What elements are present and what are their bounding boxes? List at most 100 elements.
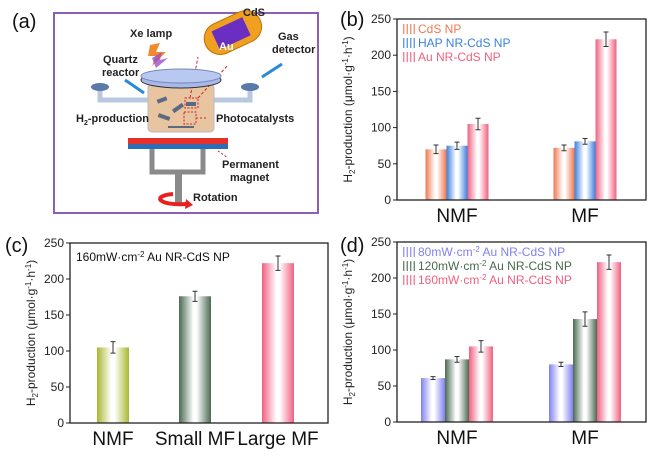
y-tick-label: 150 (371, 307, 391, 321)
legend-label-part: -2 (479, 273, 487, 282)
error-bar (603, 31, 609, 48)
label-cds: CdS (243, 7, 265, 19)
legend-label: HAP NR-CdS NP (418, 36, 510, 50)
legend-label-part: 80mW·cm (418, 245, 473, 259)
label-au: Au (219, 41, 234, 53)
legend-label-part: -2 (473, 245, 481, 254)
error-bar (582, 137, 588, 145)
bar (97, 347, 129, 423)
y-tick-label: 150 (44, 308, 64, 322)
bar (597, 262, 621, 422)
y-tick-label: 0 (384, 415, 391, 429)
y-axis-label-part: H (24, 398, 38, 407)
legend-swatch (410, 261, 415, 271)
y-axis-label-part: -1 (341, 40, 350, 48)
y-tick-label: 200 (371, 48, 391, 62)
label-rotation: Rotation (193, 192, 238, 204)
arrow-quartz (124, 78, 145, 95)
panel-label-a: (a) (12, 11, 36, 33)
y-tick-label: 50 (51, 380, 65, 394)
y-axis-label-part: ) (341, 259, 355, 263)
legend-swatch (410, 24, 415, 34)
y-axis-label-part: ·h (24, 271, 38, 282)
bar (469, 346, 493, 422)
legend-swatch (410, 38, 415, 48)
bar (446, 145, 468, 200)
label-detector: detector (272, 44, 316, 56)
legend-label-part: Au NR-CdS NP (486, 273, 571, 287)
bar (262, 263, 294, 423)
legend-label: 80mW·cm-2 Au NR-CdS NP (418, 245, 565, 259)
y-axis-label: H2-production (μmol·g-1·h-1) (341, 259, 357, 405)
legend-label-part: Au NR-CdS NP (480, 245, 565, 259)
legend-swatch (410, 275, 415, 285)
legend-swatch (403, 38, 408, 48)
y-axis-label-part: -production (μmol·g (24, 289, 38, 393)
y-axis-label-part: -production (μmol·g (341, 65, 355, 169)
bar (425, 149, 447, 200)
bar (549, 364, 573, 422)
permanent-magnet (128, 138, 228, 144)
y-axis-label-part: 2 (348, 169, 357, 174)
plot-frame (396, 18, 647, 201)
legend-swatch (410, 247, 415, 257)
error-bar (433, 144, 439, 155)
y-tick-label: 150 (371, 84, 391, 98)
chart-d: (d) 0 50 100 150 200 250 NMF MF H2-production (μm… (340, 235, 647, 449)
bar (595, 39, 617, 200)
y-tick-label: 50 (378, 379, 392, 393)
label-quartz: Quartz (103, 54, 138, 66)
legend-swatch (403, 52, 408, 62)
annotation-part: -2 (137, 250, 145, 259)
plot-frame (396, 241, 647, 423)
error-bar (430, 376, 436, 381)
error-bar (558, 361, 564, 368)
y-axis-label-part: ) (24, 260, 38, 264)
x-category-label: MF (571, 428, 598, 449)
chart-b: (b) 0 50 100 150 200 250 NMF MF H2-production (μm… (340, 9, 647, 227)
legend-swatch (403, 24, 408, 34)
x-category-label: NMF (436, 206, 477, 227)
error-bar (561, 144, 567, 152)
bar (421, 378, 445, 422)
x-category-label: Small MF (155, 429, 235, 450)
error-bar (192, 290, 198, 302)
plot-frame (69, 242, 329, 424)
arrow-gas-detector (261, 62, 283, 79)
label-xe-lamp: Xe lamp (130, 28, 172, 40)
y-tick-label: 100 (371, 343, 391, 357)
y-axis-label: H2-production (μmol·g-1·h-1) (24, 260, 40, 406)
x-category-label: MF (571, 206, 598, 227)
panel-a-diagram: (a) Xe lamp Au CdS Gas detector Quartz r… (12, 7, 319, 214)
knob-right (241, 83, 259, 91)
legend-label-part: 160mW·cm (418, 273, 479, 287)
y-axis-label: H2-production (μmol·g-1·h-1) (341, 36, 357, 182)
y-axis-label-part: -1 (341, 262, 350, 270)
label-photocatalysts: Photocatalysts (216, 113, 294, 125)
label-magnet: magnet (230, 172, 269, 184)
y-axis-label-part: H (341, 397, 355, 406)
bar (573, 319, 597, 422)
bar (467, 123, 489, 200)
legend-label-part: -2 (479, 259, 487, 268)
panel-label: (c) (5, 235, 28, 257)
error-bar (454, 141, 460, 150)
x-category-label: NMF (92, 429, 133, 450)
y-tick-label: 250 (44, 236, 64, 250)
y-tick-label: 0 (57, 416, 64, 430)
lightning-icon-2 (152, 52, 168, 68)
error-bar (606, 254, 612, 270)
annotation-part: Au NR-CdS NP (144, 250, 229, 264)
legend-label-part: 120mW·cm (418, 259, 479, 273)
y-axis-label-part: -1 (341, 280, 350, 288)
lightning-icon (148, 43, 166, 66)
error-bar (475, 117, 481, 131)
legend-label: CdS NP (418, 22, 461, 36)
y-axis-label-part: 2 (348, 392, 357, 397)
y-axis-label-part: H (341, 174, 355, 183)
y-axis-label-part: -1 (24, 263, 33, 271)
error-bar (478, 340, 484, 353)
y-tick-label: 50 (378, 157, 392, 171)
